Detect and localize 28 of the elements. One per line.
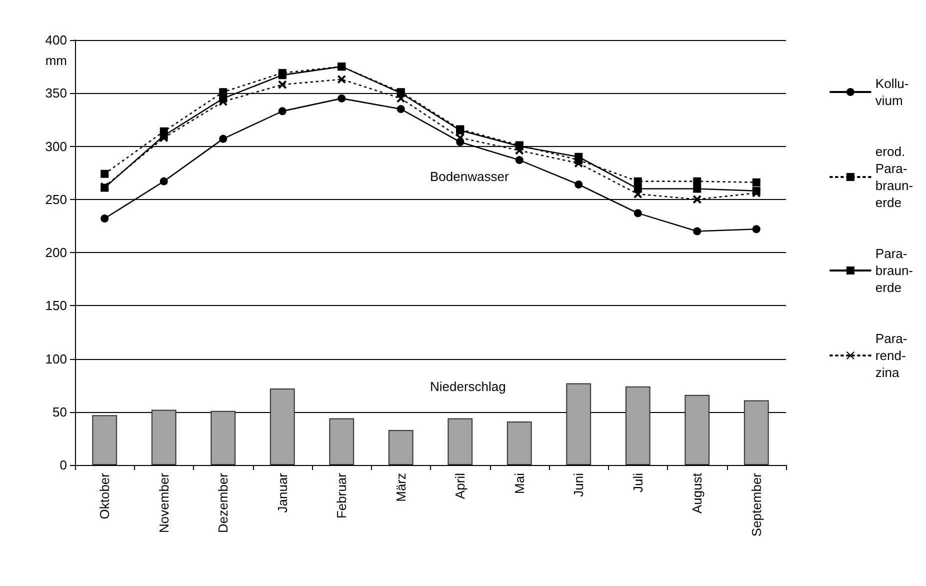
annotation: Bodenwasser [430,169,510,184]
annotation: Niederschlag [430,379,506,394]
y-tick-label: 0 [60,458,67,472]
y-tick-label: 50 [52,404,67,420]
legend-label: Para- rend- zina [875,331,908,380]
x-tick-label: Dezember [216,472,231,533]
y-tick-label: 400 [45,32,67,48]
y-tick-label: 150 [45,298,67,314]
x-tick-label: August [690,472,705,514]
y-tick-label: 200 [45,245,67,260]
x-tick-label: November [156,472,172,533]
legend-label: Para- braun- erde [875,246,913,295]
y-tick-label: 100 [45,351,67,366]
x-tick-label: Juli [630,472,646,493]
x-tick-label: Oktober [97,472,112,520]
y-tick-label: 300 [45,138,67,154]
legend-label: Kollu- vium [875,76,909,108]
x-tick-label: Juni [571,472,586,497]
x-tick-label: März [393,473,408,502]
x-tick-label: Februar [334,472,350,519]
y-tick-label: 350 [45,86,67,101]
x-tick-label: September [748,472,764,537]
y-tick-label: 250 [45,192,67,207]
x-tick-label: April [452,472,468,500]
x-tick-label: Mai [512,472,527,494]
y-axis-title: mm [45,53,67,68]
x-tick-label: Januar [274,472,290,513]
legend-label: erod. Para- braun- erde [875,144,913,210]
